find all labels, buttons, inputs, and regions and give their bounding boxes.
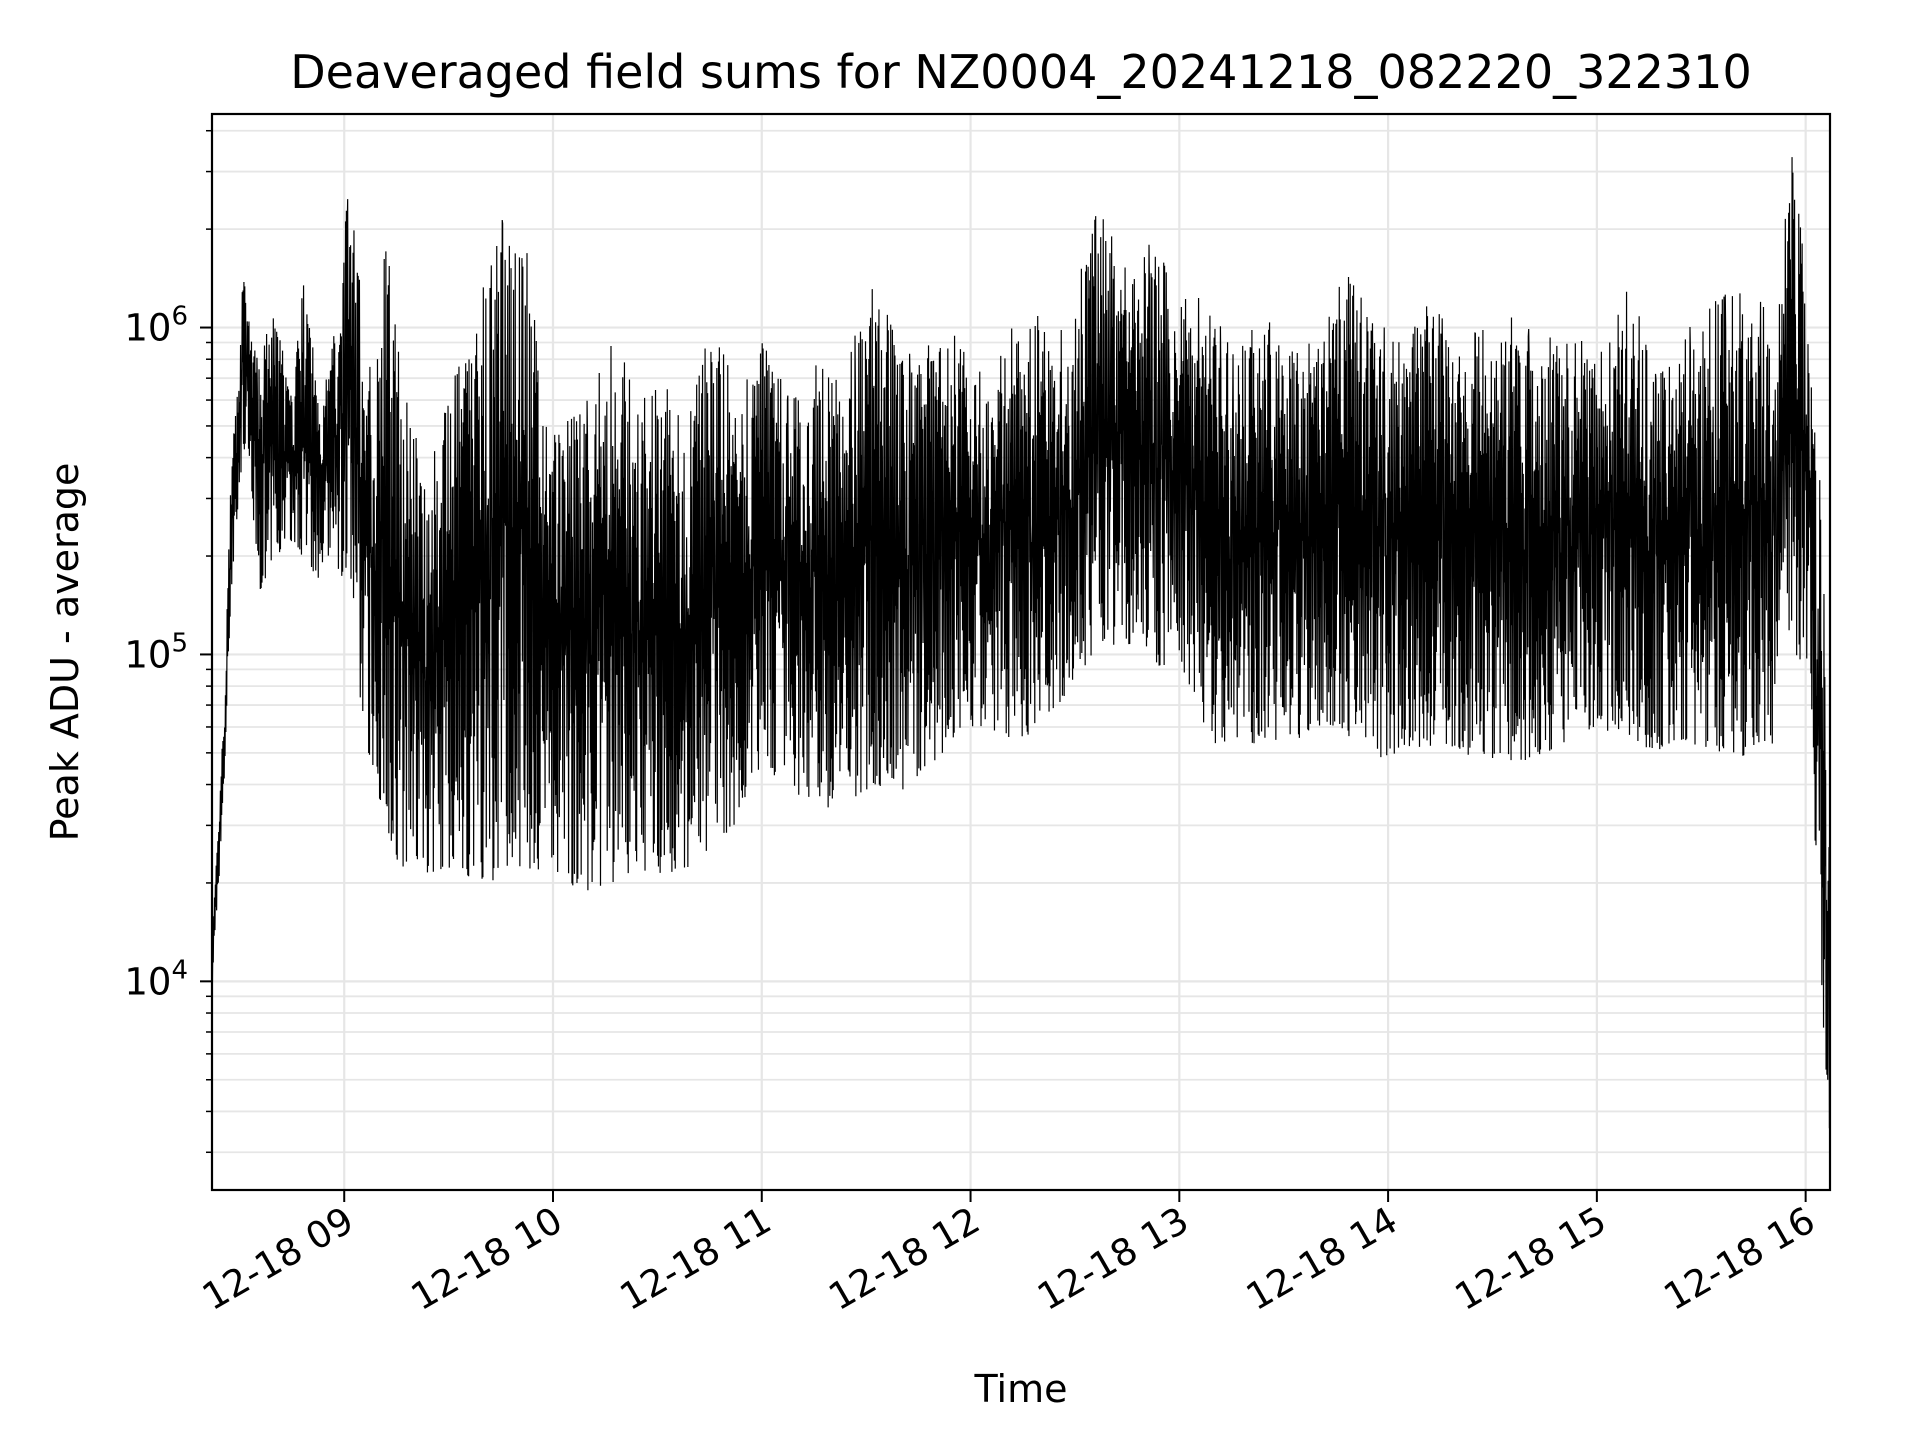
- plot-frame: [210, 112, 1832, 1192]
- x-axis-label: Time: [974, 1367, 1068, 1411]
- y-tick-exponent: 5: [171, 628, 188, 658]
- y-tick-exponent: 6: [171, 302, 188, 332]
- y-tick-label: 105: [124, 628, 188, 676]
- y-tick-exponent: 4: [171, 955, 188, 985]
- y-tick-label: 106: [124, 302, 188, 350]
- chart-title: Deaveraged field sums for NZ0004_2024121…: [290, 45, 1751, 99]
- grid: [212, 114, 1830, 1190]
- y-tick-label: 104: [124, 955, 188, 1003]
- y-axis-label: Peak ADU - average: [43, 463, 87, 842]
- y-tick-base: 10: [124, 960, 171, 1003]
- y-tick-base: 10: [124, 633, 171, 676]
- y-tick-base: 10: [124, 307, 171, 350]
- series-group: [211, 157, 1831, 1129]
- series-line: [211, 157, 1831, 1129]
